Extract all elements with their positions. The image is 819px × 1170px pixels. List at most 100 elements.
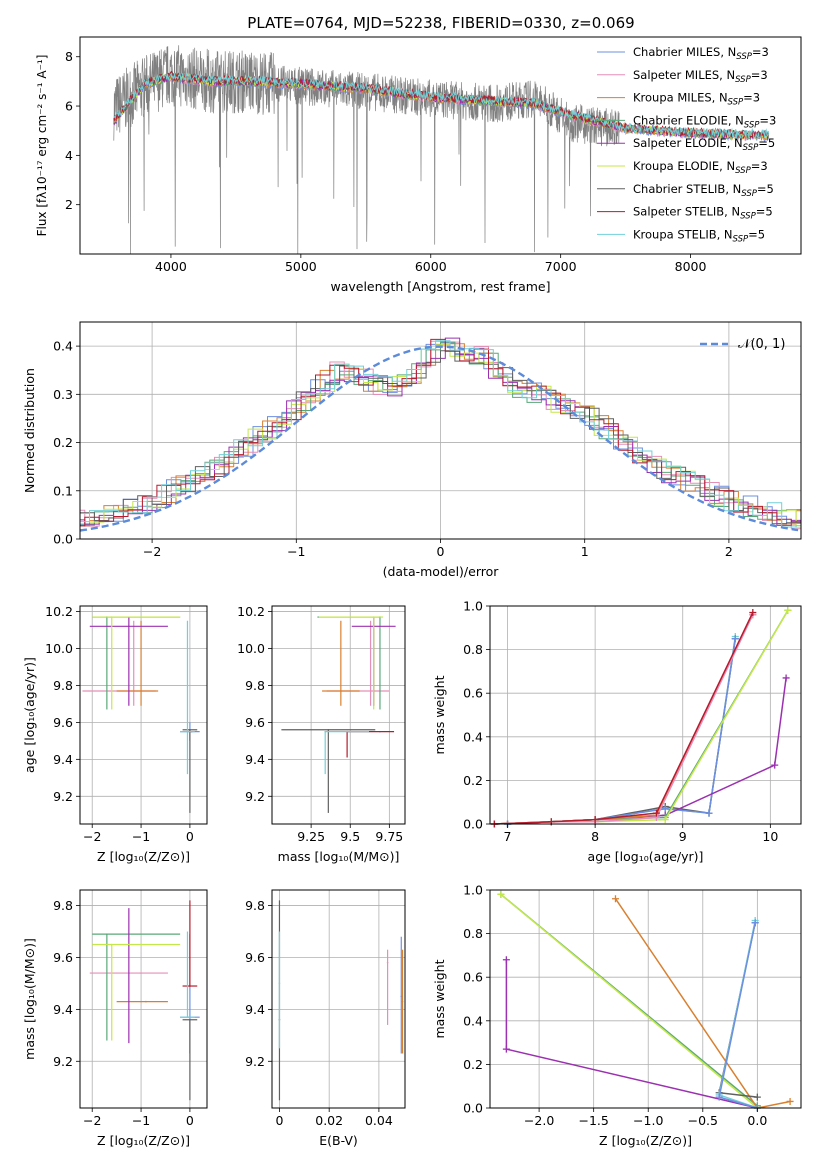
legend-entry-label: Chabrier ELODIE, NSSP=3 — [633, 113, 776, 130]
x-tick-label: 9.5 — [340, 829, 360, 844]
y-tick-label: 9.6 — [245, 715, 265, 730]
legend-entry-label: Salpeter STELIB, NSSP=5 — [633, 205, 773, 222]
x-tick-label: −1 — [132, 829, 150, 844]
y-tick-label: 9.2 — [53, 789, 73, 804]
mass-weight-line — [494, 610, 789, 825]
mass-weight-line — [494, 677, 787, 825]
y-tick-label: 4 — [65, 148, 73, 163]
y-tick-label: 0.2 — [53, 435, 73, 450]
model-spectrum-line — [113, 72, 769, 139]
y-tick-label: 0.8 — [463, 642, 483, 657]
y-tick-label: 0.8 — [463, 926, 483, 941]
x-tick-label: −1 — [132, 1113, 150, 1128]
y-tick-label: 0.4 — [463, 1013, 483, 1028]
x-tick-label: 9.25 — [297, 829, 325, 844]
legend-subscript: SSP — [741, 189, 757, 199]
mass-weight-line — [494, 610, 789, 825]
plus-marker — [705, 809, 713, 817]
y-tick-label: 9.6 — [53, 950, 73, 965]
data-point — [189, 985, 191, 987]
y-tick-label: 0.2 — [463, 1057, 483, 1072]
x-axis-label: Z [log₁₀(Z/Z⊙)] — [97, 849, 190, 864]
x-tick-label: 4000 — [155, 259, 187, 274]
y-tick-label: 9.6 — [53, 715, 73, 730]
y-tick-label: 9.2 — [53, 1054, 73, 1069]
mass-weight-line — [507, 638, 737, 825]
legend-nssp-value: =5 — [748, 227, 765, 241]
age-vs-metallicity-panel: −2 −1 0 9.2 9.4 9.6 9.8 10.0 10.2 Z [log₁₀(Z/Z⊙)]… — [22, 604, 208, 864]
legend-subscript: SSP — [736, 52, 752, 62]
axes-frame — [489, 605, 802, 825]
plus-marker — [591, 816, 599, 824]
y-tick-label: 9.4 — [245, 752, 265, 767]
x-tick-label: 6000 — [415, 259, 447, 274]
y-tick-label: 6 — [65, 99, 73, 114]
errorbar-plot-area — [278, 900, 404, 1101]
y-tick-label: 10.2 — [237, 604, 265, 619]
x-tick-label: 0 — [437, 544, 445, 559]
y-axis-label: mass weight — [432, 959, 447, 1038]
y-tick-label: 9.4 — [53, 752, 73, 767]
y-tick-label: 9.8 — [53, 898, 73, 913]
data-point — [340, 690, 342, 692]
legend-nssp-value: =3 — [743, 91, 760, 105]
mass-weight-vs-age-panel: 7 8 9 10 0.0 0.2 0.4 0.6 0.8 1.0 age [log₁₀(age/yr… — [432, 599, 802, 864]
x-tick-label: 2 — [725, 544, 733, 559]
mass-weight-line — [500, 893, 758, 1109]
residual-histogram-step — [80, 340, 801, 528]
y-tick-label: 0.6 — [463, 686, 483, 701]
data-point — [106, 933, 108, 935]
normal-distribution-curve — [80, 345, 799, 532]
data-point — [186, 1016, 189, 1018]
axes-frame — [489, 889, 802, 1109]
data-point — [140, 972, 142, 974]
data-point — [401, 1000, 404, 1003]
x-tick-label: −0.5 — [688, 1113, 718, 1128]
x-tick-label: 0 — [186, 829, 194, 844]
x-tick-label: −2 — [83, 1113, 101, 1128]
data-point — [372, 616, 375, 618]
y-tick-label: 0.2 — [463, 773, 483, 788]
legend-subscript: SSP — [735, 75, 751, 85]
x-tick-label: 0 — [275, 1113, 283, 1128]
legend-entry-label: Salpeter ELODIE, NSSP=5 — [633, 136, 775, 153]
spectrum-legend: Chabrier MILES, NSSP=3 Salpeter MILES, NS… — [597, 45, 776, 244]
x-tick-label: −1 — [287, 544, 305, 559]
y-tick-label: 10.2 — [45, 604, 73, 619]
legend-subscript: SSP — [735, 166, 751, 176]
residual-distribution-panel: −2 −1 0 1 2 0.0 0.1 0.2 0.3 0.4 (data-model)/error… — [22, 321, 802, 579]
errorbar-plot-area — [89, 900, 200, 1101]
y-axis-label: Flux [fλ10⁻¹⁷ erg cm⁻² s⁻¹ A⁻¹] — [35, 55, 49, 237]
observed-spectrum-line — [113, 45, 620, 254]
plus-marker — [771, 761, 779, 769]
data-point — [327, 728, 330, 731]
spectrum-panel: 4000 5000 6000 7000 8000 2 4 6 8 wavelength [Angs… — [35, 36, 802, 294]
x-axis-label: mass [log₁₀(M/M⊙)] — [278, 849, 400, 864]
data-point — [110, 616, 113, 618]
y-tick-label: 9.6 — [245, 950, 265, 965]
y-tick-label: 0.1 — [53, 483, 73, 498]
data-point — [189, 728, 191, 731]
axes-frame — [79, 605, 208, 825]
data-point — [386, 961, 389, 964]
axes-frame — [271, 889, 406, 1109]
data-point — [278, 982, 281, 985]
legend-nssp-value: =5 — [757, 182, 774, 196]
plus-marker — [652, 809, 660, 817]
figure-title: PLATE=0764, MJD=52238, FIBERID=0330, z=0… — [247, 14, 634, 32]
plus-marker — [661, 805, 669, 813]
plus-marker — [731, 635, 739, 643]
x-tick-label: 5000 — [285, 259, 317, 274]
plus-marker — [753, 1093, 761, 1101]
y-tick-label: 9.2 — [245, 1054, 265, 1069]
mass-weight-line — [507, 636, 737, 825]
data-point — [324, 730, 327, 733]
x-axis-label: Z [log₁₀(Z/Z⊙)] — [599, 1133, 692, 1148]
x-tick-label: 0.0 — [747, 1113, 767, 1128]
residual-histogram-step — [80, 337, 801, 526]
y-axis-label: mass weight — [432, 675, 447, 754]
x-axis-label: (data-model)/error — [383, 564, 500, 579]
x-tick-label: −2.0 — [524, 1113, 554, 1128]
x-tick-label: 7 — [504, 829, 512, 844]
y-tick-label: 9.8 — [53, 678, 73, 693]
